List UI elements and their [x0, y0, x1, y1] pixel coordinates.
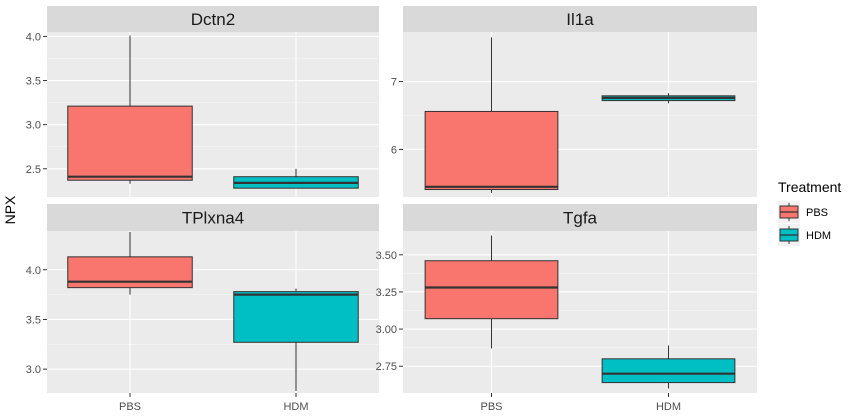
facet-title: TPlxna4 — [182, 209, 244, 228]
y-tick-label: 6 — [391, 144, 397, 156]
y-tick-label: 3.0 — [26, 364, 41, 376]
y-axis-title: NPX — [2, 195, 18, 224]
facet-panel: Dctn2 2.5 3.0 3.5 4.0 — [26, 6, 379, 197]
box-pbs — [67, 256, 193, 289]
facet-strip — [403, 6, 757, 32]
facet-title: Dctn2 — [191, 10, 235, 29]
facet-strip — [47, 204, 379, 231]
y-tick-label: 3.25 — [376, 287, 397, 299]
y-tick-label: 2.5 — [26, 164, 41, 176]
y-tick-label: 3.50 — [376, 250, 397, 262]
legend-label: PBS — [806, 207, 828, 219]
facet-panel: Tgfa 2.75 3.00 3.25 3.50 PBS HDM — [376, 204, 757, 413]
legend-label: HDM — [806, 230, 831, 242]
x-tick-label: HDM — [283, 401, 308, 413]
x-tick-label: PBS — [119, 401, 141, 413]
facet-title: Il1a — [566, 10, 594, 29]
x-tick-label: PBS — [480, 401, 502, 413]
y-tick-label: 4.0 — [26, 265, 41, 277]
y-tick-label: 3.5 — [26, 76, 41, 88]
box-pbs — [424, 260, 559, 320]
facet-panels: Dctn2 2.5 3.0 3.5 4.0 Il1a 6 7 TPlxna4 3.0 3.5 4.0 P… — [26, 6, 757, 413]
facet-panel: Il1a 6 7 — [391, 6, 757, 197]
y-tick-label: 2.75 — [376, 361, 397, 373]
facet-title: Tgfa — [563, 209, 598, 228]
y-tick-label: 3.0 — [26, 120, 41, 132]
box-hdm — [601, 358, 736, 384]
y-tick-label: 3.5 — [26, 314, 41, 326]
box-pbs — [67, 105, 193, 181]
x-tick-label: HDM — [656, 401, 681, 413]
facet-strip — [47, 6, 379, 32]
legend-title: Treatment — [778, 179, 841, 195]
y-tick-label: 7 — [391, 77, 397, 89]
box-hdm — [233, 291, 359, 343]
y-tick-label: 4.0 — [26, 31, 41, 43]
box-pbs — [424, 110, 559, 191]
facet-strip — [403, 204, 757, 231]
legend: Treatment PBS HDM — [778, 179, 841, 246]
y-tick-label: 3.00 — [376, 324, 397, 336]
facet-panel: TPlxna4 3.0 3.5 4.0 PBS HDM — [26, 204, 379, 413]
